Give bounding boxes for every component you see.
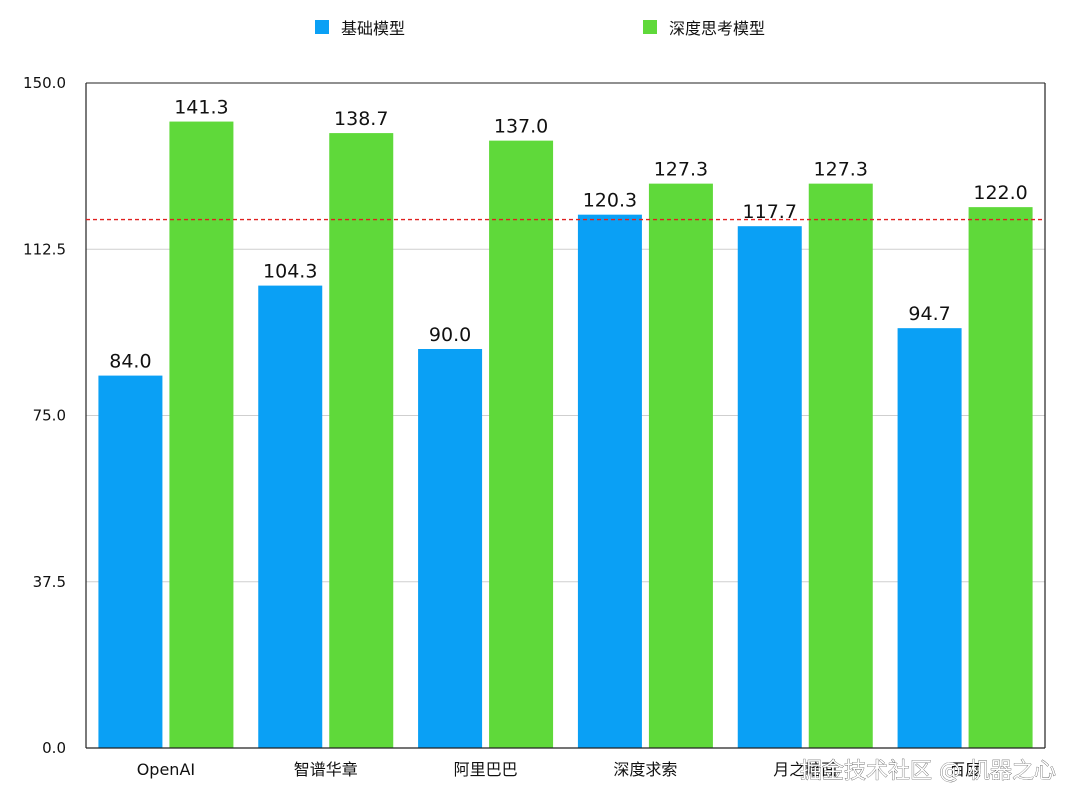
x-category-label: 智谱华章 <box>294 760 358 779</box>
x-category-label: 百度 <box>949 760 981 779</box>
value-label: 90.0 <box>429 324 471 346</box>
gridlines <box>86 82 1045 583</box>
y-tick-label: 0.0 <box>42 739 66 757</box>
value-label: 127.3 <box>654 159 708 181</box>
value-labels: 84.0 141.3 104.3 138.7 90.0 137.0 120.3 127.3 11… <box>109 97 1028 373</box>
bar-base <box>737 226 802 749</box>
y-tick-label: 37.5 <box>33 573 66 591</box>
value-label: 137.0 <box>494 116 548 138</box>
bar-base <box>98 375 163 748</box>
bar-deep <box>169 121 234 748</box>
value-label: 141.3 <box>174 97 228 119</box>
bar-deep <box>968 207 1033 749</box>
bars <box>98 121 1033 749</box>
bar-base <box>258 285 323 748</box>
legend-label-base: 基础模型 <box>341 19 405 38</box>
y-tick-label: 112.5 <box>23 240 66 258</box>
value-label: 84.0 <box>109 351 151 373</box>
bar-base <box>418 349 483 748</box>
value-label: 138.7 <box>334 108 388 130</box>
bar-base <box>577 214 642 749</box>
legend: 基础模型 深度思考模型 <box>315 19 765 38</box>
bar-deep <box>489 140 554 749</box>
legend-label-deep: 深度思考模型 <box>669 19 765 38</box>
legend-swatch-deep <box>643 20 657 34</box>
x-axis: OpenAI 智谱华章 阿里巴巴 深度求索 月之暗面 百度 <box>86 747 1045 779</box>
y-axis: 0.0 37.5 75.0 112.5 150.0 <box>23 74 1046 757</box>
bar-deep <box>808 183 873 749</box>
bar-deep <box>329 133 394 748</box>
x-category-label: 阿里巴巴 <box>454 760 518 779</box>
y-tick-label: 150.0 <box>23 74 66 92</box>
value-label: 122.0 <box>973 182 1027 204</box>
value-label: 104.3 <box>263 261 317 283</box>
watermark: 掘金技术社区 @ 机器之心 <box>800 759 1056 784</box>
bar-base <box>897 328 962 748</box>
x-category-label: 月之暗面 <box>773 760 837 779</box>
legend-swatch-base <box>315 20 329 34</box>
value-label: 127.3 <box>814 159 868 181</box>
y-tick-label: 75.0 <box>33 407 66 425</box>
value-label: 94.7 <box>908 303 950 325</box>
x-category-label: OpenAI <box>137 760 195 779</box>
bar-deep <box>648 183 713 749</box>
x-category-label: 深度求索 <box>613 760 677 779</box>
value-label: 117.7 <box>743 201 797 223</box>
value-label: 120.3 <box>583 190 637 212</box>
